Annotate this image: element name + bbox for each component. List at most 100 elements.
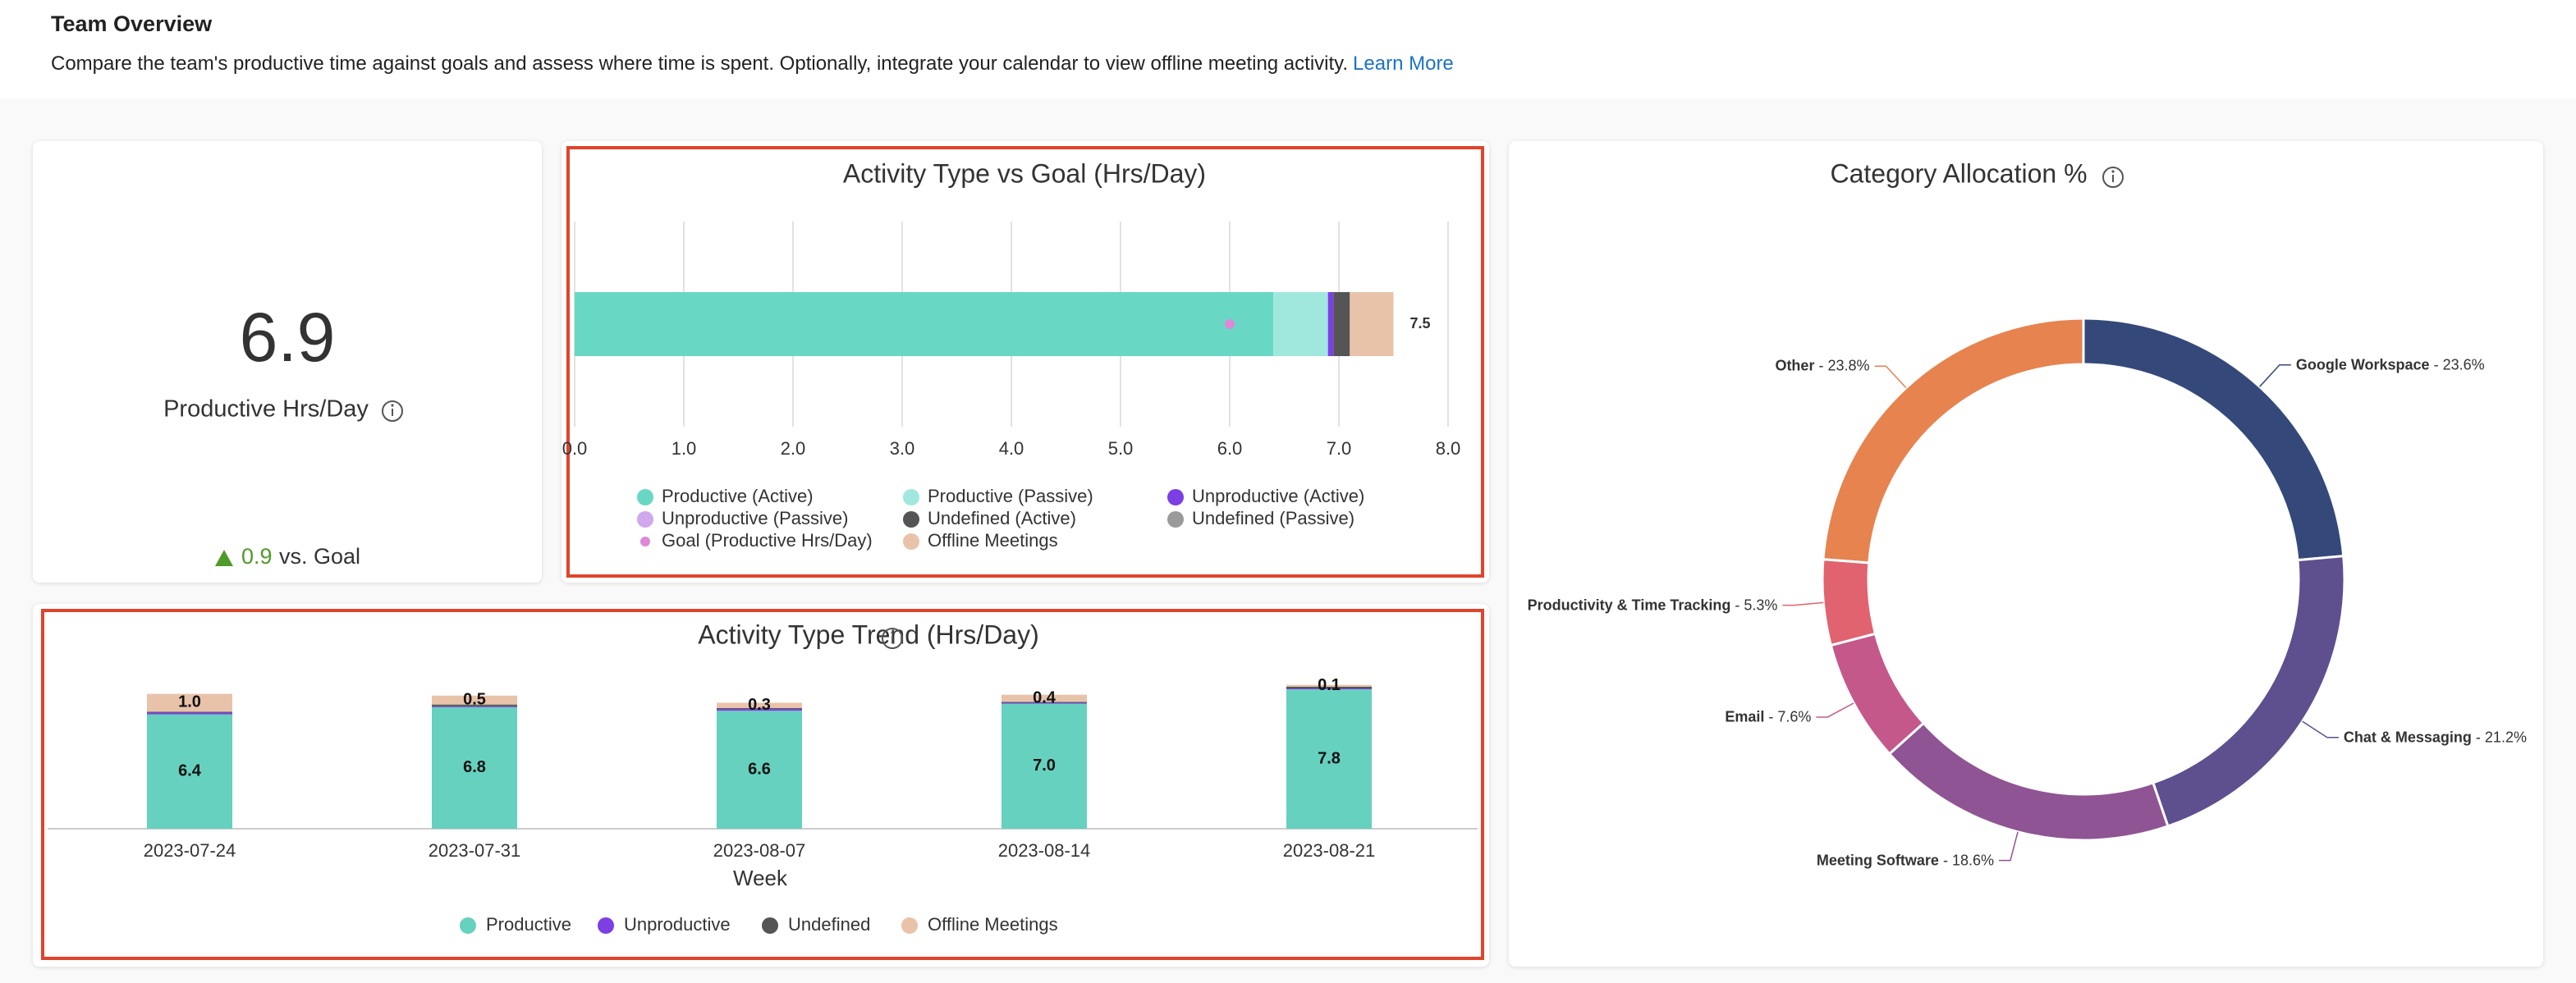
- category-name: Email: [1725, 708, 1765, 725]
- data-label: 0.1: [1318, 676, 1341, 694]
- x-axis-title: Week: [733, 866, 788, 890]
- bar-segment: [1286, 684, 1372, 687]
- bar-segment: [147, 711, 232, 713]
- bar-segment: [1002, 702, 1087, 704]
- activity-card: [561, 141, 1489, 583]
- x-tick-label: 2023-08-21: [1283, 840, 1376, 861]
- value-label: 18.6%: [1939, 852, 1994, 868]
- bar-segment: [147, 693, 232, 712]
- data-label: 6.6: [748, 760, 771, 778]
- x-tick-label: 2023-08-14: [998, 840, 1091, 861]
- kpi-value: 6.9: [240, 299, 336, 376]
- leader-line: [1874, 365, 1907, 389]
- bar-segment: [1333, 292, 1350, 356]
- bar-segment: [717, 708, 802, 710]
- bar-segment: [1286, 689, 1372, 829]
- chart-title: Activity Type Trend (Hrs/Day): [698, 620, 1039, 649]
- x-tick-label: 0.0: [562, 438, 588, 459]
- value-label: 21.2%: [2472, 729, 2527, 745]
- donut-slice: [2151, 554, 2346, 828]
- bar-segment: [1327, 292, 1334, 356]
- legend-swatch: [901, 917, 918, 934]
- x-tick-label: 5.0: [1108, 438, 1134, 459]
- x-tick-label: 2023-08-07: [713, 840, 806, 861]
- data-label: 6.4: [178, 762, 202, 780]
- legend-swatch: [598, 917, 614, 934]
- description: Compare the team's productive time again…: [51, 53, 1454, 75]
- legend-swatch: [1167, 511, 1184, 528]
- leader-line: [2259, 363, 2291, 387]
- total-label: 7.5: [1410, 315, 1431, 331]
- x-tick-label: 2023-07-31: [429, 840, 521, 861]
- page-title: Team Overview: [51, 11, 213, 36]
- bar-segment: [717, 709, 802, 711]
- learn-more-link[interactable]: Learn More: [1353, 53, 1454, 75]
- legend-swatch: [1167, 489, 1184, 505]
- value-label: 23.8%: [1814, 358, 1869, 374]
- bar-segment: [1273, 292, 1328, 356]
- bar-segment: [717, 711, 802, 829]
- header: Team Overview Compare the team's product…: [0, 0, 2576, 98]
- donut-label: Chat & Messaging21.2%: [2344, 729, 2527, 746]
- chart-title: Category Allocation %: [1830, 158, 2087, 188]
- leader-line: [1782, 601, 1824, 606]
- legend-label: Unproductive (Active): [1192, 486, 1364, 506]
- donut-slice: [1829, 632, 1926, 756]
- legend-label: Productive (Active): [662, 486, 814, 506]
- category-name: Chat & Messaging: [2343, 729, 2472, 746]
- description-text: Compare the team's productive time again…: [51, 53, 1349, 75]
- bar-segment: [1286, 688, 1372, 690]
- x-tick-label: 2023-07-24: [144, 840, 236, 861]
- x-tick-label: 8.0: [1436, 438, 1461, 459]
- category-name: Productivity & Time Tracking: [1527, 597, 1731, 614]
- bar-segment: [1286, 686, 1372, 689]
- data-label: 6.8: [463, 758, 486, 776]
- donut-label: Google Workspace23.6%: [2296, 356, 2485, 373]
- bar-segment: [432, 706, 517, 829]
- data-label: 0.5: [463, 690, 486, 708]
- legend-label: Productive: [486, 914, 571, 935]
- category-name: Google Workspace: [2295, 356, 2430, 373]
- value-label: 7.6%: [1764, 708, 1811, 725]
- value-label: 5.3%: [1730, 597, 1777, 613]
- bar-segment: [717, 702, 802, 708]
- highlight-box: [41, 609, 1484, 960]
- x-tick-label: 7.0: [1327, 438, 1352, 459]
- donut-slice: [1821, 557, 1877, 647]
- bar-segment: [147, 712, 232, 715]
- info-icon[interactable]: [382, 400, 403, 422]
- legend-label: Offline Meetings: [928, 530, 1058, 551]
- donut-slice: [2082, 317, 2345, 562]
- legend-swatch: [762, 917, 778, 934]
- up-arrow: [215, 550, 233, 566]
- bar-segment: [147, 714, 232, 829]
- bar-segment: [1350, 292, 1394, 356]
- donut-label: Other23.8%: [1775, 358, 1869, 375]
- kpi-delta: 0.9: [241, 544, 273, 569]
- bar-segment: [432, 706, 517, 707]
- legend-label: Unproductive (Passive): [662, 508, 848, 528]
- data-label: 0.3: [748, 696, 771, 714]
- legend-label: Undefined (Active): [928, 508, 1076, 528]
- legend-label: Goal (Productive Hrs/Day): [662, 530, 873, 551]
- bar-segment: [1002, 694, 1087, 702]
- x-tick-label: 4.0: [999, 438, 1024, 459]
- bar-segment: [575, 292, 1274, 356]
- highlight-box: [566, 146, 1484, 578]
- legend-swatch: [460, 917, 476, 934]
- value-label: 23.6%: [2430, 356, 2485, 373]
- x-tick-label: 6.0: [1217, 438, 1243, 459]
- info-icon[interactable]: [882, 628, 903, 649]
- category-name: Meeting Software: [1816, 852, 1939, 869]
- data-label: 7.8: [1318, 749, 1341, 767]
- legend-label: Productive (Passive): [928, 486, 1093, 506]
- legend-swatch: [903, 533, 919, 550]
- leader-line: [2302, 720, 2339, 738]
- x-tick-label: 1.0: [672, 438, 697, 459]
- x-tick-label: 3.0: [890, 438, 915, 459]
- chart-title: Activity Type vs Goal (Hrs/Day): [843, 158, 1206, 188]
- bar-segment: [1002, 703, 1087, 829]
- leader-line: [1998, 831, 2019, 862]
- info-icon[interactable]: [2102, 167, 2124, 188]
